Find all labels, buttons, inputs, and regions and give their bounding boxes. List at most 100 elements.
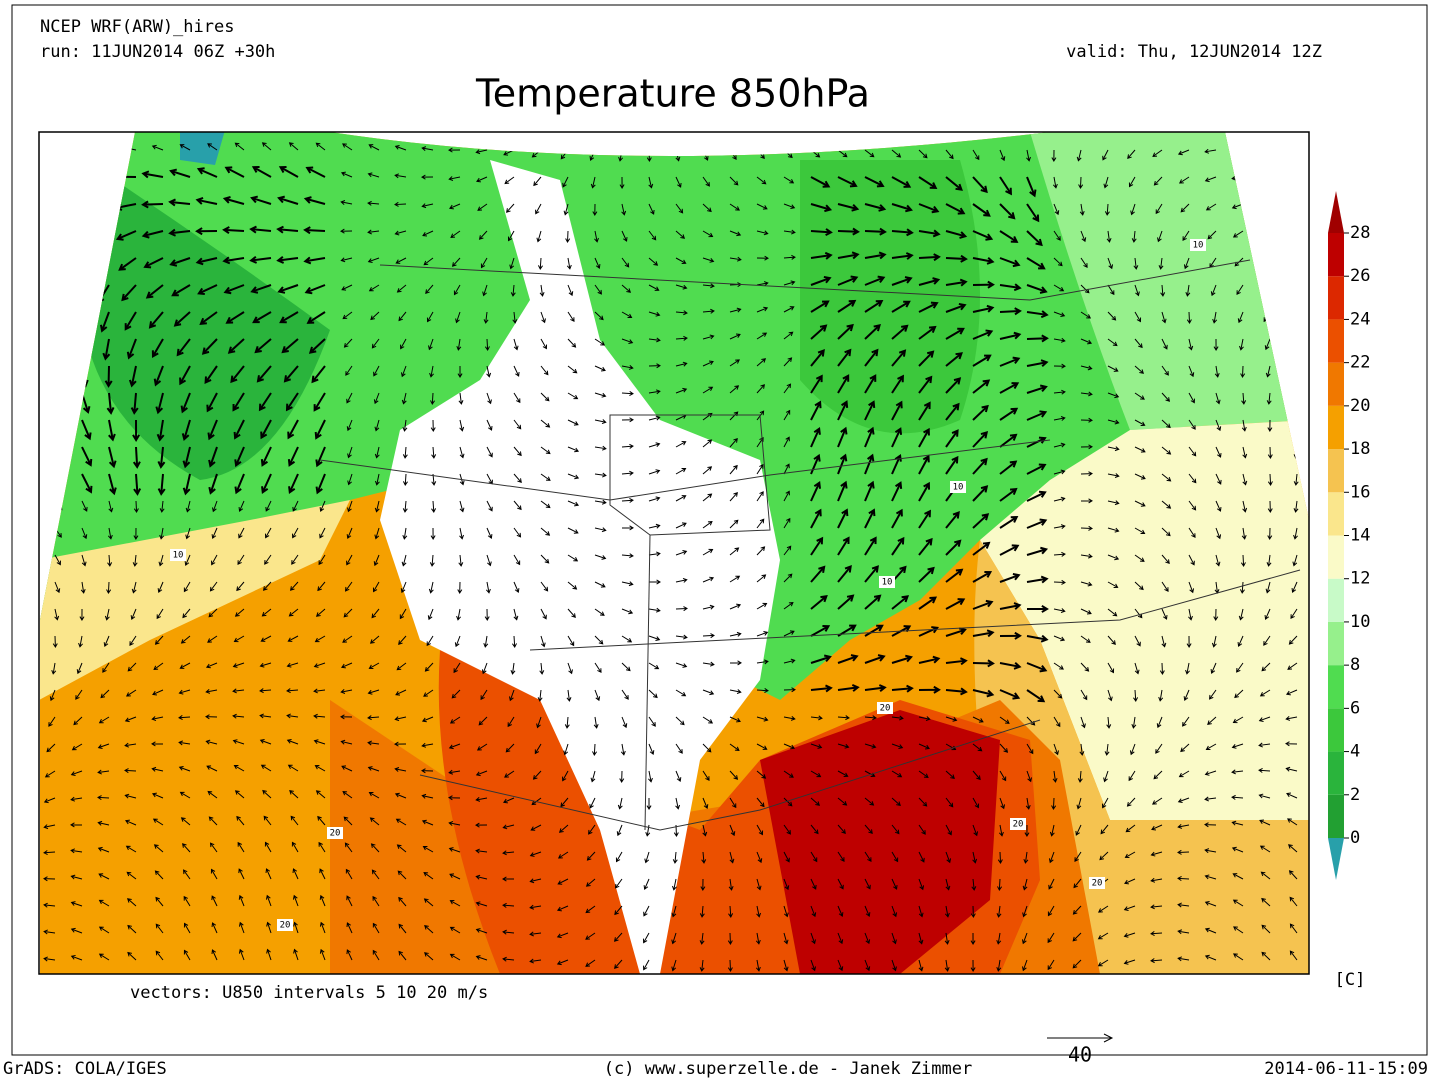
wind-vector — [115, 230, 137, 241]
wind-vector — [97, 795, 110, 801]
wind-vector — [178, 740, 191, 746]
wind-vector — [291, 841, 299, 853]
border-line — [379, 259, 1251, 301]
wind-vector — [648, 770, 653, 783]
wind-vector — [304, 284, 326, 295]
wind-vector — [972, 354, 992, 367]
wind-vector — [313, 713, 326, 719]
wind-vector — [999, 662, 1022, 670]
wind-vector — [1205, 743, 1217, 751]
wind-vector — [1267, 473, 1273, 486]
wind-vector — [727, 932, 733, 945]
wind-vector — [315, 446, 326, 468]
wind-vector — [644, 851, 650, 864]
wind-vector — [344, 842, 353, 853]
wind-vector — [619, 770, 625, 783]
wind-vector — [195, 257, 218, 266]
wind-vector — [1150, 904, 1163, 910]
wind-vector — [864, 275, 886, 286]
wind-vector — [1133, 257, 1139, 270]
wind-vector — [702, 439, 713, 448]
wind-vector — [1150, 931, 1163, 937]
footer-center: (c) www.superzelle.de - Janek Zimmer — [604, 1059, 972, 1079]
wind-vector — [1107, 284, 1115, 296]
colorbar-tick-label: 8 — [1350, 655, 1360, 675]
wind-vector — [340, 200, 353, 205]
wind-vector — [197, 284, 218, 296]
wind-vector — [342, 635, 353, 643]
wind-vector — [398, 311, 407, 322]
wind-vector — [429, 365, 434, 378]
wind-vector — [225, 311, 245, 324]
wind-vector — [305, 166, 326, 178]
wind-vector — [265, 894, 272, 907]
wind-vector — [891, 824, 900, 835]
wind-vector — [702, 283, 715, 289]
wind-vector — [999, 433, 1018, 448]
wind-vector — [129, 635, 137, 647]
wind-vector — [918, 375, 933, 394]
wind-vector — [152, 818, 164, 826]
wind-vector — [402, 527, 408, 540]
wind-vector — [1128, 770, 1136, 782]
wind-vector — [1053, 311, 1066, 318]
wind-vector — [592, 203, 598, 216]
wind-vector — [621, 662, 631, 672]
wind-vector — [998, 824, 1004, 837]
wind-vector — [265, 500, 272, 512]
wind-vector — [997, 851, 1003, 864]
wind-vector — [1107, 257, 1114, 270]
wind-vector — [702, 604, 715, 610]
wind-vector — [370, 311, 380, 321]
wind-vector — [837, 176, 858, 188]
wind-vector — [621, 230, 628, 242]
wind-vector — [1293, 446, 1299, 459]
wind-vector — [70, 874, 83, 880]
wind-vector — [1240, 365, 1246, 378]
colorbar-tick-label: 4 — [1350, 742, 1360, 762]
wind-vector — [864, 624, 884, 637]
wind-vector — [1155, 203, 1163, 215]
wind-vector — [207, 635, 218, 643]
wind-vector — [970, 905, 976, 918]
wind-vector — [756, 688, 769, 694]
wind-vector — [1263, 311, 1271, 323]
wind-vector — [483, 311, 489, 324]
wind-vector — [1130, 203, 1136, 216]
wind-vector — [448, 743, 461, 750]
contour-label-box — [170, 549, 186, 561]
wind-vector — [313, 662, 326, 668]
wind-vector — [864, 508, 876, 529]
wind-vector — [313, 392, 326, 412]
colorbar-band — [1328, 233, 1344, 277]
wind-vector — [1107, 635, 1116, 645]
wind-vector — [368, 284, 380, 292]
wind-vector — [918, 253, 941, 262]
wind-vector — [126, 338, 137, 360]
wind-vector — [944, 905, 950, 918]
wind-vector — [837, 149, 848, 158]
wind-vector — [756, 176, 767, 185]
wind-vector — [87, 175, 110, 184]
wind-vector — [621, 581, 634, 587]
wind-vector — [783, 331, 794, 340]
wind-vector — [61, 176, 83, 187]
wind-vector — [81, 554, 87, 567]
wind-vector — [1080, 284, 1090, 294]
wind-vector — [370, 843, 380, 853]
wind-vector — [675, 495, 687, 502]
wind-vector — [426, 311, 434, 323]
wind-vector — [1053, 551, 1066, 557]
wind-vector — [586, 851, 596, 861]
wind-vector — [154, 870, 164, 880]
wind-vector — [1289, 311, 1298, 322]
wind-vector — [168, 228, 191, 237]
wind-vector — [1231, 820, 1244, 826]
wind-vector — [52, 635, 58, 648]
wind-vector — [864, 374, 877, 394]
wind-vector — [999, 149, 1006, 162]
wind-vector — [448, 769, 461, 775]
wind-vector — [1026, 770, 1033, 783]
wind-vector — [837, 426, 848, 448]
